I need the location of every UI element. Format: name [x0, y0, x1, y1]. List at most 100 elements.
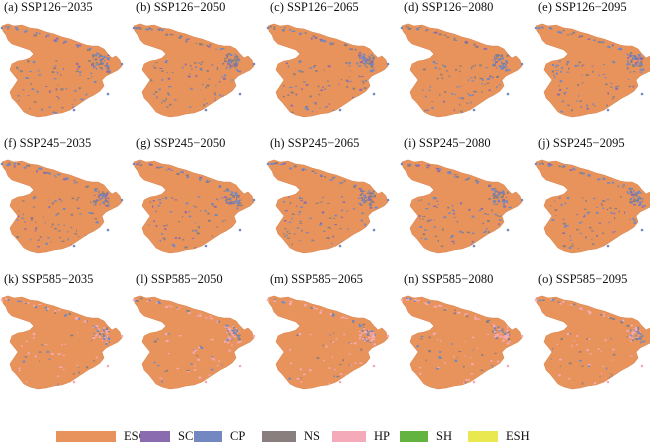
land-patch: [87, 78, 90, 80]
land-patch: [193, 205, 195, 208]
land-patch: [223, 235, 226, 238]
land-patch: [162, 237, 166, 240]
land-patch: [369, 195, 373, 198]
land-patch: [79, 74, 81, 76]
land-patch: [622, 184, 626, 186]
land-patch: [347, 104, 351, 106]
land-patch: [371, 192, 373, 194]
land-patch: [372, 59, 374, 61]
land-patch: [98, 194, 101, 197]
land-patch: [224, 196, 226, 199]
edge-patch: [204, 380, 208, 384]
land-patch: [237, 70, 239, 72]
land-patch: [556, 343, 559, 345]
land-patch: [156, 338, 159, 341]
land-patch: [94, 80, 97, 83]
esc-region: [267, 159, 389, 254]
land-patch: [95, 356, 98, 359]
land-patch: [302, 81, 305, 83]
land-patch: [95, 327, 97, 329]
land-patch: [93, 194, 96, 196]
land-patch: [436, 367, 439, 370]
land-patch: [228, 190, 230, 192]
land-patch: [290, 104, 294, 107]
land-patch: [373, 343, 376, 346]
land-patch: [364, 223, 366, 226]
land-patch: [163, 238, 166, 241]
land-patch: [339, 228, 342, 230]
land-patch: [427, 301, 430, 304]
land-patch: [577, 247, 579, 249]
land-patch: [223, 74, 226, 77]
land-patch: [167, 92, 169, 95]
land-patch: [30, 83, 32, 85]
land-patch: [579, 232, 582, 234]
land-patch: [93, 67, 96, 69]
land-patch: [440, 340, 442, 342]
land-patch: [569, 235, 571, 238]
land-patch: [103, 193, 106, 197]
land-patch: [214, 99, 217, 101]
land-patch: [576, 344, 578, 346]
land-patch: [99, 203, 101, 205]
land-patch: [372, 56, 375, 60]
land-patch: [635, 64, 638, 67]
panel-title: (o) SSP585−2095: [538, 272, 628, 286]
land-patch: [235, 202, 239, 204]
land-patch: [453, 38, 456, 41]
land-patch: [216, 321, 219, 324]
land-patch: [540, 26, 543, 28]
land-patch: [558, 165, 561, 168]
land-patch: [301, 169, 304, 171]
land-patch: [600, 314, 603, 316]
land-patch: [348, 65, 351, 67]
land-patch: [367, 336, 370, 339]
land-patch: [578, 95, 580, 97]
land-patch: [239, 204, 243, 207]
land-patch: [601, 204, 603, 207]
land-patch: [606, 208, 609, 210]
land-patch: [223, 77, 226, 80]
land-patch: [331, 242, 333, 245]
land-patch: [54, 176, 57, 178]
land-patch: [301, 229, 303, 232]
map-panel: (d) SSP126−2080: [400, 0, 530, 140]
land-patch: [55, 37, 59, 40]
land-patch: [563, 100, 565, 103]
land-patch: [24, 356, 27, 358]
land-patch: [98, 336, 101, 338]
class-patches: [270, 162, 378, 249]
land-patch: [323, 40, 327, 43]
land-patch: [419, 26, 422, 28]
land-patch: [359, 334, 362, 337]
land-patch: [234, 54, 237, 56]
land-patch: [194, 365, 196, 367]
land-patch: [207, 212, 210, 215]
land-patch: [343, 180, 346, 182]
land-patch: [369, 332, 372, 335]
land-patch: [436, 77, 439, 80]
land-patch: [304, 305, 306, 307]
land-patch: [302, 373, 306, 376]
land-patch: [587, 173, 590, 176]
land-patch: [427, 219, 430, 222]
land-patch: [52, 111, 56, 113]
land-patch: [211, 356, 214, 358]
land-patch: [359, 88, 363, 91]
edge-patch: [506, 92, 510, 96]
land-patch: [628, 57, 630, 59]
land-patch: [444, 66, 446, 68]
land-patch: [496, 75, 499, 78]
land-patch: [304, 303, 306, 306]
land-patch: [184, 211, 187, 214]
land-patch: [493, 325, 496, 328]
land-patch: [27, 164, 31, 167]
land-patch: [208, 180, 211, 182]
land-patch: [499, 191, 501, 193]
land-patch: [593, 197, 596, 200]
land-patch: [488, 185, 492, 187]
land-patch: [498, 333, 500, 336]
land-patch: [135, 27, 138, 30]
land-patch: [416, 28, 420, 31]
land-patch: [77, 236, 80, 238]
